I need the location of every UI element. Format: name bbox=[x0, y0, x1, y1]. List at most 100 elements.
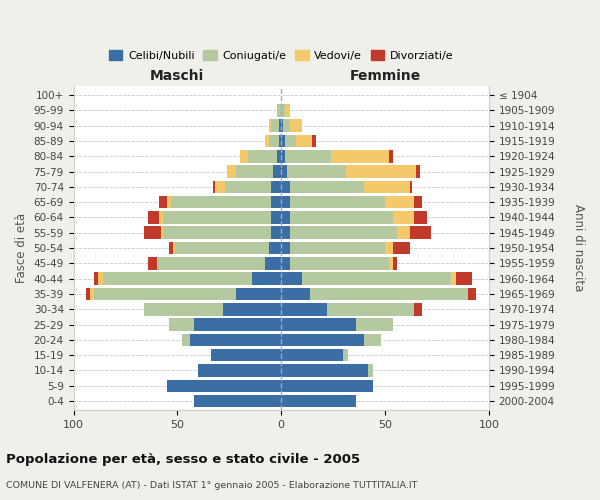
Bar bbox=[103, 272, 252, 285]
Bar bbox=[389, 257, 394, 270]
Bar bbox=[252, 272, 281, 285]
Bar bbox=[414, 303, 422, 316]
Bar bbox=[281, 318, 356, 331]
Bar bbox=[281, 166, 287, 178]
Bar bbox=[283, 120, 290, 132]
Bar bbox=[281, 242, 290, 254]
Bar bbox=[98, 272, 103, 285]
Bar bbox=[394, 257, 397, 270]
Bar bbox=[281, 211, 290, 224]
Bar bbox=[277, 104, 281, 117]
Bar bbox=[290, 226, 397, 239]
Bar bbox=[281, 349, 343, 362]
Bar bbox=[271, 196, 281, 208]
Y-axis label: Anni di nascita: Anni di nascita bbox=[572, 204, 585, 292]
Bar bbox=[290, 196, 385, 208]
Bar bbox=[211, 349, 281, 362]
Bar bbox=[227, 166, 236, 178]
Bar bbox=[269, 242, 281, 254]
Bar bbox=[310, 288, 468, 300]
Bar bbox=[281, 180, 290, 193]
Bar bbox=[281, 257, 290, 270]
Bar bbox=[410, 180, 412, 193]
Bar bbox=[236, 288, 281, 300]
Bar bbox=[385, 242, 394, 254]
Bar bbox=[414, 211, 427, 224]
Bar bbox=[248, 150, 277, 162]
Bar bbox=[279, 134, 281, 147]
Bar bbox=[273, 166, 281, 178]
Bar bbox=[269, 120, 271, 132]
Bar bbox=[346, 166, 416, 178]
Bar bbox=[290, 120, 302, 132]
Bar bbox=[286, 104, 290, 117]
Bar bbox=[271, 211, 281, 224]
Bar bbox=[290, 180, 364, 193]
Bar bbox=[331, 150, 389, 162]
Bar bbox=[356, 318, 394, 331]
Bar bbox=[414, 196, 422, 208]
Bar bbox=[269, 134, 279, 147]
Text: Femmine: Femmine bbox=[349, 69, 421, 83]
Bar bbox=[313, 134, 316, 147]
Bar bbox=[281, 380, 373, 392]
Text: Popolazione per età, sesso e stato civile - 2005: Popolazione per età, sesso e stato civil… bbox=[6, 452, 360, 466]
Bar bbox=[173, 242, 175, 254]
Bar bbox=[364, 334, 381, 346]
Bar bbox=[271, 226, 281, 239]
Bar bbox=[410, 226, 431, 239]
Bar bbox=[296, 134, 313, 147]
Bar bbox=[286, 134, 296, 147]
Bar bbox=[281, 288, 310, 300]
Bar bbox=[163, 226, 271, 239]
Bar bbox=[144, 226, 161, 239]
Bar bbox=[281, 272, 302, 285]
Bar bbox=[281, 303, 327, 316]
Bar bbox=[364, 180, 410, 193]
Bar bbox=[327, 303, 414, 316]
Bar bbox=[194, 318, 281, 331]
Bar bbox=[290, 211, 394, 224]
Bar bbox=[271, 180, 281, 193]
Bar bbox=[394, 242, 410, 254]
Bar bbox=[286, 150, 331, 162]
Bar bbox=[281, 196, 290, 208]
Bar bbox=[212, 180, 215, 193]
Bar bbox=[148, 211, 158, 224]
Bar bbox=[416, 166, 421, 178]
Bar bbox=[281, 226, 290, 239]
Bar bbox=[171, 196, 271, 208]
Bar bbox=[451, 272, 455, 285]
Bar bbox=[158, 196, 167, 208]
Bar bbox=[190, 334, 281, 346]
Y-axis label: Fasce di età: Fasce di età bbox=[15, 213, 28, 283]
Bar bbox=[389, 150, 394, 162]
Bar bbox=[175, 242, 269, 254]
Bar bbox=[281, 150, 286, 162]
Bar bbox=[225, 180, 271, 193]
Bar bbox=[86, 288, 90, 300]
Bar bbox=[281, 134, 286, 147]
Bar bbox=[290, 242, 385, 254]
Text: Maschi: Maschi bbox=[150, 69, 205, 83]
Bar bbox=[90, 288, 94, 300]
Bar bbox=[468, 288, 476, 300]
Text: COMUNE DI VALFENERA (AT) - Dati ISTAT 1° gennaio 2005 - Elaborazione TUTTITALIA.: COMUNE DI VALFENERA (AT) - Dati ISTAT 1°… bbox=[6, 481, 418, 490]
Bar bbox=[343, 349, 347, 362]
Bar bbox=[281, 395, 356, 407]
Bar bbox=[279, 120, 281, 132]
Bar bbox=[287, 166, 346, 178]
Bar bbox=[281, 334, 364, 346]
Bar bbox=[290, 257, 389, 270]
Bar bbox=[158, 211, 163, 224]
Bar bbox=[368, 364, 373, 377]
Bar bbox=[194, 395, 281, 407]
Bar bbox=[265, 257, 281, 270]
Bar bbox=[397, 226, 410, 239]
Bar bbox=[281, 120, 283, 132]
Bar bbox=[277, 150, 281, 162]
Legend: Celibi/Nubili, Coniugati/e, Vedovi/e, Divorziati/e: Celibi/Nubili, Coniugati/e, Vedovi/e, Di… bbox=[104, 46, 458, 66]
Bar bbox=[169, 242, 173, 254]
Bar bbox=[163, 211, 271, 224]
Bar bbox=[271, 120, 279, 132]
